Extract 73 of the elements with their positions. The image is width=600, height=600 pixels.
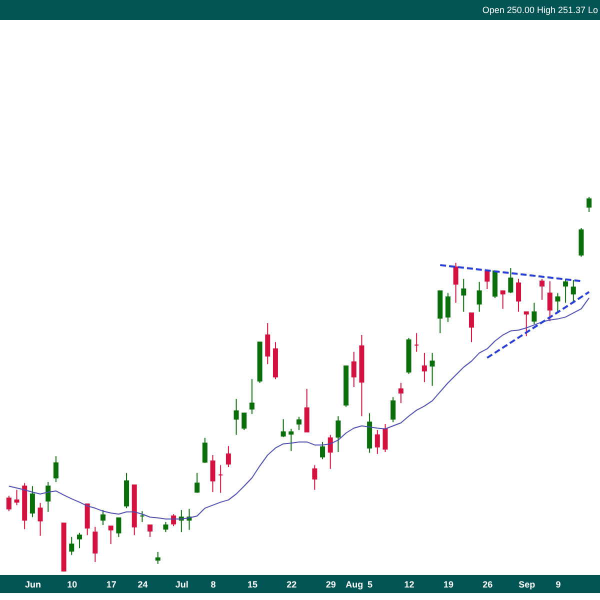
candlestick [320, 441, 326, 460]
x-tick-label: Aug [346, 580, 364, 590]
candlestick [563, 278, 568, 304]
candlestick [430, 352, 435, 386]
x-tick-label: 10 [67, 580, 78, 590]
candlestick [390, 396, 396, 423]
candlestick [30, 486, 35, 518]
candlestick [242, 412, 247, 430]
candlestick [249, 378, 254, 414]
candlestick [163, 522, 168, 533]
candlestick [555, 292, 560, 314]
candlestick [288, 428, 294, 452]
candlestick [516, 278, 522, 312]
candlestick [445, 292, 450, 322]
candlestick [210, 454, 216, 493]
x-tick-label: 5 [368, 580, 373, 590]
x-tick-label: 15 [247, 580, 258, 590]
candlestick [422, 352, 427, 383]
candlestick [351, 351, 356, 388]
candlestick [304, 388, 310, 432]
candlestick [398, 382, 404, 404]
candlestick [296, 416, 302, 430]
candlestick [14, 489, 20, 506]
candlestick [92, 526, 98, 563]
x-tick-label: 8 [210, 580, 216, 590]
candlestick [336, 416, 341, 453]
candlestick [53, 456, 58, 482]
candlestick [280, 418, 286, 438]
candlestick [570, 280, 576, 304]
candlestick [461, 278, 466, 312]
candlestick [453, 262, 458, 304]
candlestick [547, 280, 552, 322]
candlestick [46, 481, 51, 512]
x-tick-label: 17 [106, 580, 116, 590]
candlestick [100, 510, 106, 526]
candlestick [382, 424, 388, 453]
candlestick [524, 311, 529, 337]
candlestick [155, 551, 160, 564]
x-tick-label: 29 [326, 580, 336, 590]
x-tick-label: 19 [443, 580, 454, 590]
candlestick [508, 268, 514, 294]
candlestick [38, 502, 43, 536]
text: Open 250.00 High 251.37 Lo [482, 5, 598, 15]
x-tick-label: Sep [518, 580, 536, 590]
candlestick [202, 437, 208, 464]
candlestick [540, 278, 545, 300]
candlestick [116, 517, 122, 538]
candlestick [84, 504, 90, 536]
candlestick [76, 532, 82, 549]
candlestick [194, 472, 200, 494]
candlestick [312, 464, 318, 490]
candlestick [234, 398, 239, 436]
x-tick-label: 9 [556, 580, 561, 590]
candlestick [265, 322, 270, 365]
candlestick [6, 495, 12, 512]
candlestick [328, 434, 333, 470]
x-tick-label: Jun [24, 580, 41, 590]
candlestick [374, 430, 380, 454]
x-tick-label: 12 [404, 580, 414, 590]
candlestick [484, 270, 490, 290]
x-tick-label: 26 [482, 580, 493, 590]
x-tick-label: 22 [286, 580, 297, 590]
candlestick [500, 290, 506, 310]
candlestick [148, 524, 153, 538]
candlestick [108, 526, 114, 545]
candlestick [226, 446, 231, 468]
candlestick [468, 312, 474, 343]
candlestick [476, 281, 482, 312]
candlestick [532, 302, 537, 325]
candlestick [586, 196, 592, 212]
candlestick [69, 536, 74, 556]
x-tick-label: Jul [175, 580, 188, 590]
x-tick-label: 24 [138, 580, 148, 590]
